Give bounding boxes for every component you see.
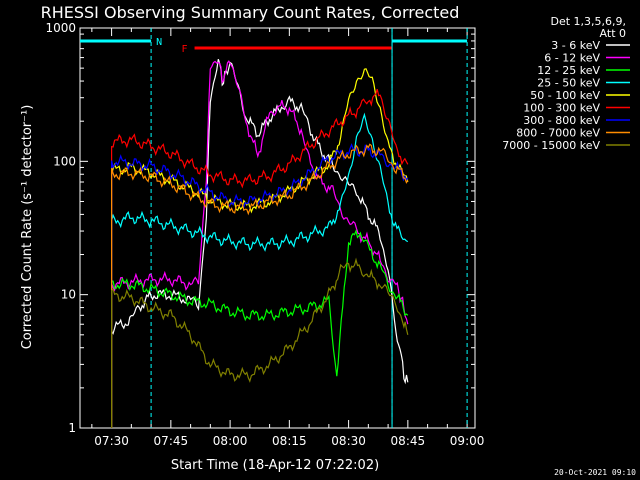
- series-line: [110, 88, 409, 428]
- legend-label: 6 - 12 keV: [544, 52, 600, 65]
- legend-header: Att 0: [600, 27, 626, 40]
- plot-area: 1 10 100 1000 07:30 07:45 08:00 08:15 08:30 08:45…: [45, 21, 484, 448]
- x-tick-label: 08:15: [272, 434, 307, 448]
- legend-label: 800 - 7000 keV: [516, 127, 600, 140]
- series-line: [110, 68, 409, 428]
- series-line: [110, 229, 409, 428]
- legend-label: 3 - 6 keV: [551, 39, 600, 52]
- y-tick-label: 1: [68, 421, 76, 435]
- legend-header: Det 1,3,5,6,9,: [550, 15, 626, 28]
- flag-label-f: F: [182, 44, 188, 55]
- legend-label: 12 - 25 keV: [537, 64, 600, 77]
- series-line: [110, 143, 409, 428]
- x-tick-label: 07:30: [94, 434, 129, 448]
- series-line: [110, 59, 409, 428]
- x-tick-label: 09:00: [450, 434, 485, 448]
- x-tick-label: 07:45: [154, 434, 189, 448]
- y-tick-label: 100: [53, 154, 76, 168]
- x-tick-label: 08:45: [391, 434, 426, 448]
- x-tick-label: 08:00: [213, 434, 248, 448]
- plot-frame: [79, 27, 476, 429]
- legend-label: 50 - 100 keV: [530, 89, 600, 102]
- flag-label-n: N: [156, 37, 162, 48]
- y-tick-label: 10: [61, 288, 76, 302]
- x-tick-label: 08:30: [331, 434, 366, 448]
- y-tick-label: 1000: [45, 21, 76, 35]
- series-line: [110, 143, 409, 428]
- series-line: [110, 112, 409, 428]
- legend-label: 300 - 800 keV: [523, 114, 600, 127]
- x-axis-label: Start Time (18-Apr-12 07:22:02): [171, 458, 379, 473]
- footer-date: 20-Oct-2021 09:10: [554, 468, 636, 477]
- legend-label: 100 - 300 keV: [523, 102, 600, 115]
- chart-title: RHESSI Observing Summary Count Rates, Co…: [41, 3, 460, 22]
- legend-label: 7000 - 15000 keV: [502, 139, 600, 152]
- y-axis-label: Corrected Count Rate (s⁻¹ detector⁻¹): [20, 105, 35, 350]
- series-line: [110, 257, 409, 428]
- legend-label: 25 - 50 keV: [537, 77, 600, 90]
